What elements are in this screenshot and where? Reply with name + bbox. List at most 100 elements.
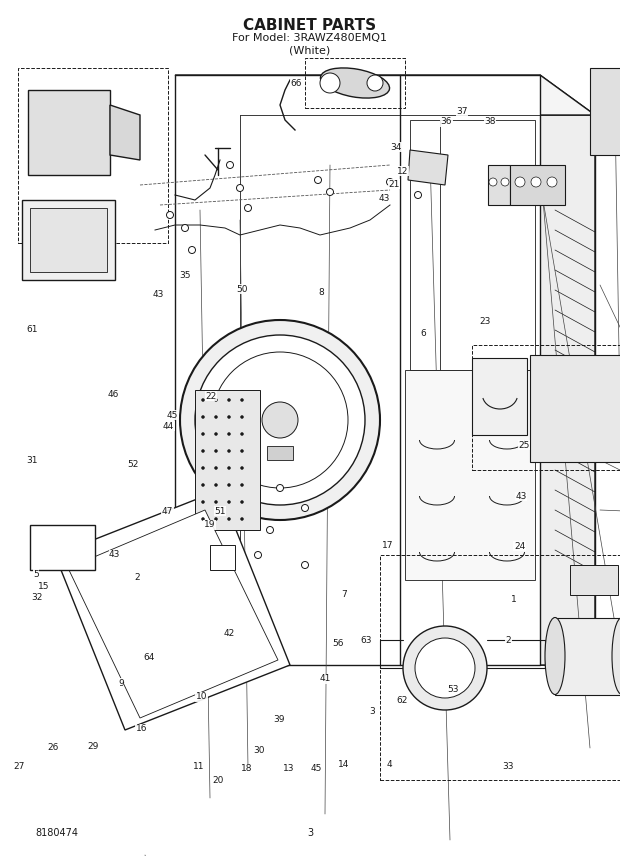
Text: 13: 13 [283, 764, 294, 773]
Circle shape [202, 432, 205, 436]
Text: 1: 1 [510, 595, 516, 603]
Text: 30: 30 [254, 746, 265, 755]
Circle shape [202, 467, 205, 469]
Text: 31: 31 [27, 456, 38, 465]
Text: 61: 61 [27, 325, 38, 334]
Text: 45: 45 [311, 764, 322, 773]
Text: 12: 12 [397, 167, 409, 175]
Text: 10: 10 [196, 693, 207, 701]
Bar [267, 446, 293, 460]
Circle shape [202, 501, 205, 503]
Text: 19: 19 [204, 520, 215, 529]
Circle shape [212, 352, 348, 488]
Circle shape [241, 432, 244, 436]
Text: 33: 33 [503, 762, 514, 770]
Text: 11: 11 [193, 762, 204, 770]
Circle shape [241, 467, 244, 469]
Polygon shape [30, 525, 95, 570]
Circle shape [241, 518, 244, 520]
Text: 43: 43 [515, 492, 526, 501]
Text: 15: 15 [38, 582, 49, 591]
Text: 2: 2 [135, 574, 141, 582]
Circle shape [531, 177, 541, 187]
Circle shape [202, 484, 205, 486]
Circle shape [489, 178, 497, 186]
Polygon shape [195, 390, 260, 530]
Text: 39: 39 [273, 715, 285, 723]
Text: 26: 26 [47, 743, 58, 752]
Text: 46: 46 [107, 390, 118, 399]
Circle shape [547, 177, 557, 187]
Text: 44: 44 [163, 422, 174, 431]
Text: 17: 17 [382, 541, 393, 550]
Bar [18, 68, 168, 243]
Text: CABINET PARTS: CABINET PARTS [244, 18, 376, 33]
Circle shape [228, 467, 231, 469]
Text: 8180474: 8180474 [35, 828, 78, 838]
Polygon shape [175, 75, 595, 115]
Text: 29: 29 [87, 742, 99, 751]
Circle shape [195, 335, 365, 505]
Circle shape [188, 247, 195, 253]
Text: 22: 22 [205, 392, 216, 401]
Text: 6: 6 [420, 330, 426, 338]
Circle shape [228, 501, 231, 503]
Polygon shape [570, 565, 618, 595]
Polygon shape [472, 358, 527, 435]
Circle shape [215, 415, 218, 419]
Polygon shape [68, 510, 278, 718]
Text: 43: 43 [379, 194, 390, 203]
Polygon shape [408, 150, 448, 185]
Text: 9: 9 [118, 679, 124, 687]
Circle shape [215, 467, 218, 469]
Circle shape [180, 320, 380, 520]
Ellipse shape [545, 617, 565, 694]
Text: 32: 32 [32, 593, 43, 602]
Polygon shape [590, 68, 620, 155]
Circle shape [320, 73, 340, 93]
Polygon shape [510, 165, 565, 205]
Circle shape [244, 205, 252, 211]
Circle shape [202, 449, 205, 453]
Circle shape [327, 188, 334, 195]
Text: 4: 4 [386, 760, 392, 769]
Text: 3: 3 [307, 828, 313, 838]
Text: 23: 23 [479, 317, 490, 325]
Circle shape [167, 211, 174, 218]
Polygon shape [488, 165, 510, 205]
Circle shape [228, 484, 231, 486]
Text: 62: 62 [396, 696, 407, 704]
Ellipse shape [612, 617, 620, 694]
Text: 63: 63 [360, 636, 371, 645]
Text: 3: 3 [369, 707, 375, 716]
Text: 18: 18 [241, 764, 252, 773]
Circle shape [241, 399, 244, 401]
Polygon shape [540, 75, 595, 665]
Text: 2: 2 [505, 636, 511, 645]
Circle shape [386, 179, 394, 186]
Circle shape [254, 551, 262, 558]
Circle shape [241, 484, 244, 486]
Text: 36: 36 [441, 117, 452, 126]
Polygon shape [530, 355, 620, 462]
Circle shape [215, 501, 218, 503]
Circle shape [277, 484, 283, 491]
Text: 24: 24 [514, 542, 525, 550]
Polygon shape [410, 120, 535, 370]
Text: 38: 38 [484, 117, 495, 126]
Circle shape [215, 449, 218, 453]
Circle shape [501, 178, 509, 186]
Text: 8: 8 [318, 288, 324, 297]
Circle shape [228, 415, 231, 419]
Circle shape [301, 504, 309, 512]
Circle shape [241, 449, 244, 453]
Circle shape [314, 176, 322, 183]
Bar [305, 58, 405, 108]
Text: 47: 47 [162, 508, 173, 516]
Text: 51: 51 [215, 507, 226, 515]
Circle shape [415, 638, 475, 698]
Text: 25: 25 [518, 441, 529, 449]
Text: 5: 5 [33, 570, 39, 579]
Circle shape [241, 415, 244, 419]
Text: 7: 7 [341, 591, 347, 599]
